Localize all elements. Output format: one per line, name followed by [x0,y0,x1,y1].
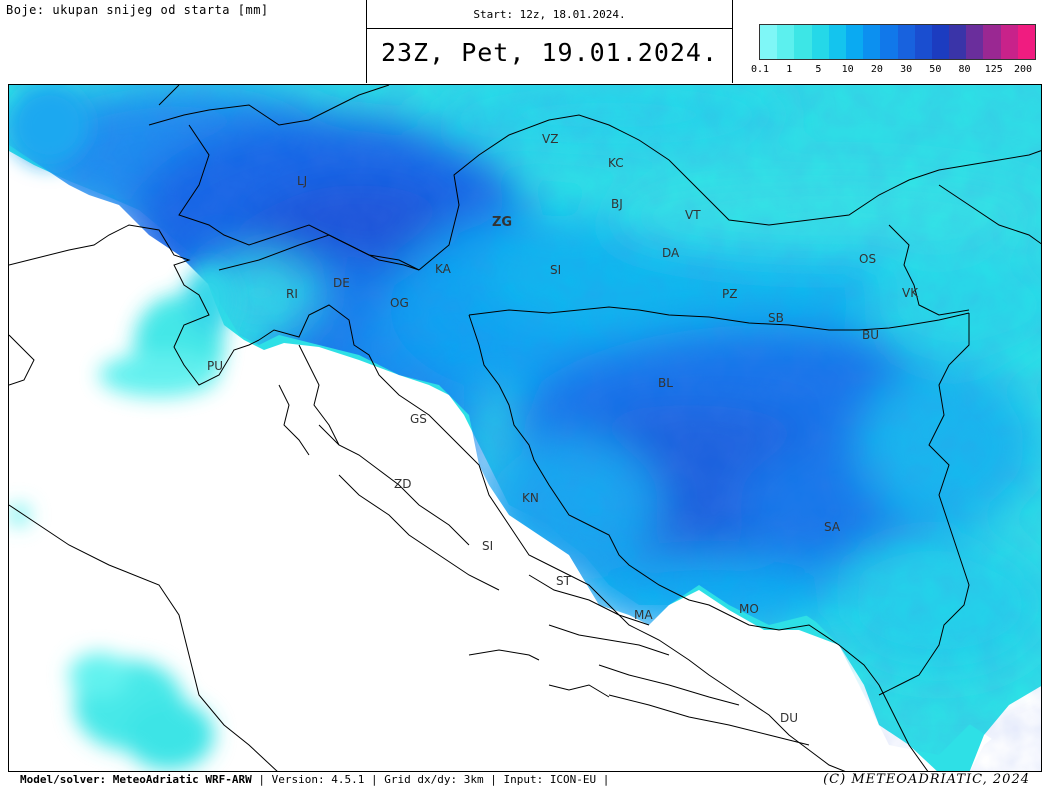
place-label: LJ [297,174,307,188]
legend-swatch [1000,25,1018,59]
color-legend: 0.1 1 5 10 20 30 50 80 125 200 [751,24,1036,75]
valid-time-label: 23Z, Pet, 19.01.2024. [380,38,719,67]
legend-swatch [863,25,881,59]
place-label: SA [824,520,841,534]
place-label: DU [780,711,798,725]
legend-tick-label: 0.1 [750,64,770,75]
place-label: ZD [394,477,411,491]
place-label: SI [482,539,493,553]
legend-swatch [931,25,950,59]
place-label: BU [862,328,879,342]
place-label: VZ [542,132,558,146]
run-info: | Version: 4.5.1 | Grid dx/dy: 3km | Inp… [258,773,610,786]
place-label: ST [556,574,572,588]
place-label: DA [662,246,680,260]
footer-model-info: Model/solver: MeteoAdriatic WRF-ARW | Ve… [20,773,609,786]
place-labels: LJ VZ KC BJ ZG VT KA SI DA OS DE RI OG P… [207,132,919,725]
legend-tick-label: 50 [929,64,942,75]
legend-tick-label: 20 [870,64,883,75]
model-label: Model/solver: MeteoAdriatic WRF-ARW [20,773,252,786]
place-label: MA [634,608,653,622]
legend-tick-label: 200 [1013,64,1033,75]
legend-color-bar [759,24,1036,60]
coastlines [9,224,846,771]
legend-swatch [914,25,932,59]
place-label: MO [739,602,759,616]
place-label: RI [286,287,298,301]
legend-swatch [845,25,864,59]
run-start-label: Start: 12z, 18.01.2024. [473,8,626,21]
place-label: VK [902,286,919,300]
place-label: KC [608,156,624,170]
place-label: KN [522,491,539,505]
legend-swatch [966,25,984,59]
legend-tick-label: 125 [984,64,1003,75]
place-label: BJ [611,197,623,211]
copyright: (C) METEOADRIATIC, 2024 [823,772,1030,787]
legend-tick-label: 80 [958,64,971,75]
legend-swatch [777,25,795,59]
legend-swatch [949,25,967,59]
place-label: OG [390,296,409,310]
place-label: KA [435,262,452,276]
country-borders [148,85,1041,771]
legend-swatch [794,25,812,59]
place-label: DE [333,276,350,290]
place-label-capital: ZG [492,215,512,230]
legend-tick-label: 1 [786,64,793,75]
legend-swatch [1017,25,1035,59]
legend-swatch [760,25,778,59]
legend-tick-label: 30 [900,64,913,75]
time-box-divider [367,28,732,29]
place-label: GS [410,412,427,426]
legend-swatch [811,25,829,59]
legend-swatch [983,25,1001,59]
footer: Model/solver: MeteoAdriatic WRF-ARW | Ve… [0,772,1050,788]
legend-tick-label: 10 [841,64,854,75]
legend-tick-label: 5 [815,64,822,75]
place-label: PZ [722,287,737,301]
field-label: Boje: ukupan snijeg od starta [mm] [6,3,269,17]
snow-field [9,85,1041,771]
place-label: PU [207,359,223,373]
snow-map: LJ VZ KC BJ ZG VT KA SI DA OS DE RI OG P… [8,84,1042,772]
place-label: VT [685,208,701,222]
legend-swatch [897,25,915,59]
map-svg: LJ VZ KC BJ ZG VT KA SI DA OS DE RI OG P… [9,85,1041,771]
place-label: OS [859,252,876,266]
time-box: Start: 12z, 18.01.2024. 23Z, Pet, 19.01.… [366,0,733,83]
place-label: SB [768,311,784,325]
legend-swatch [828,25,846,59]
legend-swatch [880,25,898,59]
place-label: BL [658,376,673,390]
place-label: SI [550,263,561,277]
